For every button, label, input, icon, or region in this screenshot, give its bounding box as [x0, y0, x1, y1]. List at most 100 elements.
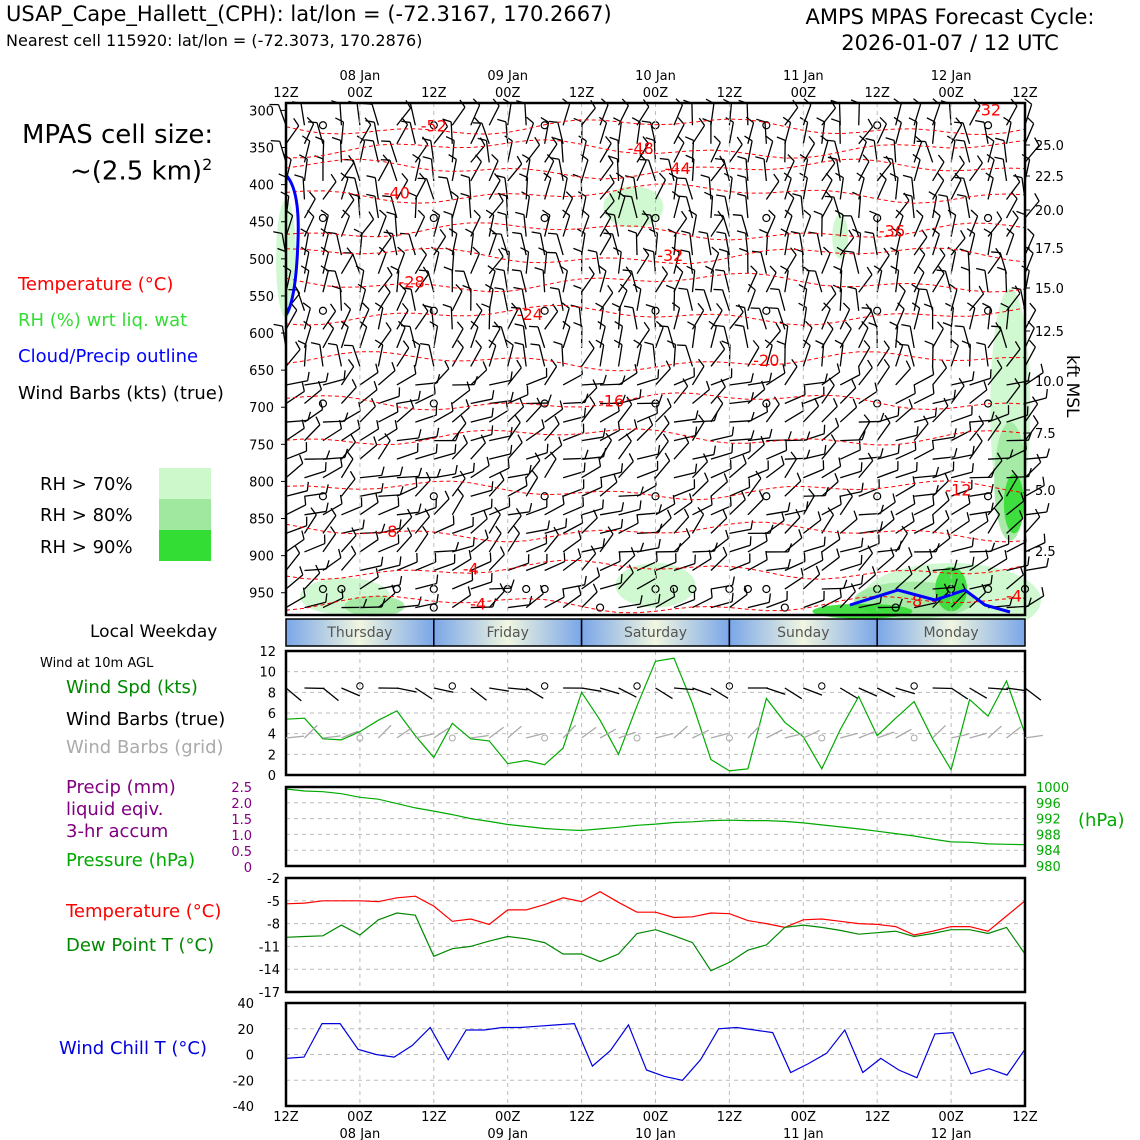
wind-barb-flag [687, 321, 696, 327]
wind-barb-flag [320, 209, 329, 216]
wind-barb-staff [396, 399, 419, 405]
wind-barb-staff [599, 270, 607, 293]
wind-barb-grid [618, 731, 636, 739]
wind-barb-flag [945, 302, 954, 309]
wind-barb-flag [331, 285, 341, 290]
calm-circle [318, 584, 328, 594]
wind-tick-label: 4 [268, 728, 276, 743]
wind-barb-staff [876, 518, 895, 534]
wind-barb-staff [488, 533, 502, 553]
calm-circle [318, 399, 328, 408]
wind-barb-grid [581, 726, 597, 739]
wind-barb-staff [377, 274, 393, 293]
wind-barb-staff [876, 163, 892, 182]
wind-barb-staff [470, 560, 492, 572]
wind-barb-staff [710, 403, 724, 423]
wind-barb-staff [710, 538, 729, 553]
wind-barb-flag [796, 472, 802, 482]
wind-barb-staff [414, 479, 431, 497]
wind-barb-grid [377, 724, 392, 739]
calm-circle-grid [725, 734, 733, 742]
wind-barb-flag [716, 302, 723, 311]
wind-barb-flag [339, 494, 343, 504]
wind-barb-staff [932, 405, 949, 423]
wind-barb-staff [525, 542, 547, 553]
wind-barb-flag [632, 283, 642, 290]
wind-barb-flag [511, 306, 521, 309]
wind-barb-flag [885, 155, 892, 164]
wind-barb-flag [549, 287, 559, 290]
wind-barb-flag [943, 583, 949, 593]
wind-barb-flag [399, 466, 404, 476]
wind-barb-staff [760, 252, 767, 274]
wind-barb-staff [488, 288, 494, 311]
wind-barb-staff [913, 522, 935, 534]
wind-barb-flag [481, 303, 491, 308]
calm-circle [318, 492, 328, 501]
wind-barb-staff [599, 471, 622, 479]
weekday-cell [433, 618, 583, 647]
wind-barb-flag [492, 325, 502, 328]
wind-barb-flag [975, 267, 986, 272]
wind-barb-flag [509, 444, 513, 454]
wind-barb-staff [340, 309, 352, 330]
wind-barb-staff [525, 196, 531, 219]
weekday-cell [285, 618, 435, 647]
wind-barb-staff [777, 308, 786, 330]
wind-barb-staff [595, 251, 601, 274]
wind-barb-staff [507, 604, 530, 609]
wind-barb-flag [364, 139, 374, 142]
wind-barb-staff [821, 253, 831, 274]
wind-barb-flag [320, 228, 329, 235]
wind-barb-flag [355, 265, 365, 272]
wind-barb-flag [433, 384, 436, 394]
wind-tick-label: 12 [259, 645, 276, 660]
wind-barb-staff [560, 140, 564, 163]
wind-barb-flag [658, 172, 666, 181]
wind-barb-flag [659, 325, 669, 328]
wind-barb-flag [317, 380, 323, 390]
wind-barb-flag [409, 399, 415, 408]
wind-barb-staff [488, 409, 509, 423]
wind-barb-staff [765, 519, 785, 534]
wind-barb-flag [1026, 116, 1035, 125]
wind-barb-staff [580, 140, 587, 163]
wind-barb-staff [913, 236, 928, 256]
wind-barb-staff [451, 159, 457, 182]
wind-barb-staff [296, 289, 306, 311]
wind-barb-staff [1003, 140, 1008, 163]
wind-barb-10m [599, 687, 620, 695]
wind-barb-staff [396, 407, 414, 423]
wind-barb-flag [672, 495, 676, 505]
wind-barb-staff [1024, 516, 1041, 534]
pressure-tick-label: 550 [249, 290, 274, 305]
wind-barb-10m [655, 687, 673, 700]
wind-barb-staff [426, 178, 435, 200]
wind-barb-flag [750, 411, 755, 421]
wind-barb-staff [562, 470, 585, 479]
wind-barb-staff [408, 233, 416, 256]
wind-barb-flag [836, 530, 841, 540]
wind-barb-staff [799, 233, 804, 256]
wind-barb-staff [950, 162, 965, 182]
wind-barb-staff [729, 400, 752, 405]
wind-barb-staff [415, 393, 436, 405]
wind-tick-label: 0 [268, 769, 276, 784]
wind-barb-staff [304, 389, 322, 405]
wind-barb-staff [1024, 511, 1047, 516]
wind-barb-flag [704, 191, 713, 197]
wind-barb-flag [460, 415, 467, 424]
wind-barb-flag [787, 502, 791, 512]
wind-barb-staff [524, 103, 527, 126]
wind-barb-staff [691, 125, 706, 145]
wind-barb-flag [436, 427, 440, 437]
wind-barb-flag [341, 589, 344, 599]
wind-barb-flag [480, 434, 487, 444]
weekday-cell [876, 618, 1026, 647]
wind-barb-staff [821, 179, 833, 200]
wind-barb-flag [985, 512, 989, 522]
wind-barb-staff [489, 435, 511, 442]
precip-tick-label: 0 [244, 861, 252, 876]
wind-barb-flag [600, 478, 603, 488]
wind-barb-staff [396, 179, 409, 200]
